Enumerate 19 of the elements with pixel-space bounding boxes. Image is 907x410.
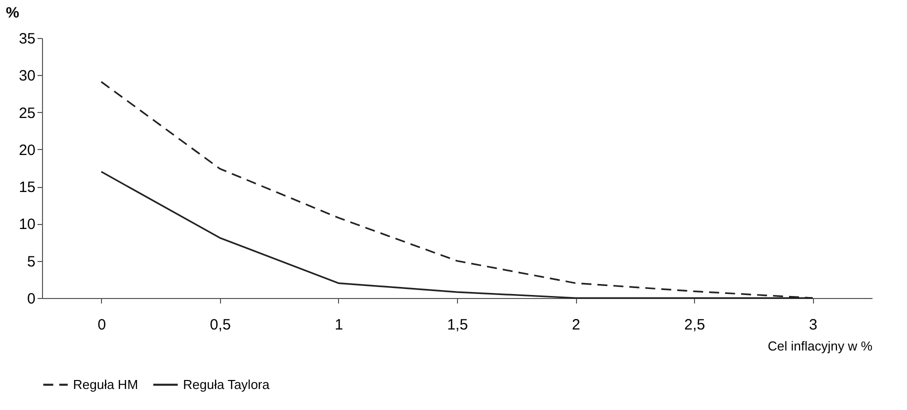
y-tick-label: 15 <box>18 179 36 196</box>
x-tick-label: 1 <box>334 316 344 334</box>
x-axis-title: Cel inflacyjny w % <box>768 338 873 354</box>
y-tick-label: 25 <box>18 104 36 122</box>
y-tick-label: 0 <box>27 290 36 308</box>
y-tick-label: 5 <box>27 253 36 270</box>
x-tick-label: 0,5 <box>210 316 231 334</box>
y-tick-label: 30 <box>18 68 36 85</box>
legend-label: Reguła HM <box>73 376 138 392</box>
x-tick-label: 2 <box>572 316 580 334</box>
x-tick-label: 3 <box>809 316 818 334</box>
y-tick-label: 20 <box>18 142 36 159</box>
legend-label: Reguła Taylora <box>183 376 270 392</box>
y-axis-title: % <box>6 4 20 22</box>
x-tick-label: 0 <box>98 316 106 334</box>
x-tick-label: 1,5 <box>447 316 468 334</box>
y-tick-label: 35 <box>18 30 36 48</box>
x-tick-label: 2,5 <box>684 316 706 334</box>
y-tick-label: 10 <box>18 216 36 234</box>
